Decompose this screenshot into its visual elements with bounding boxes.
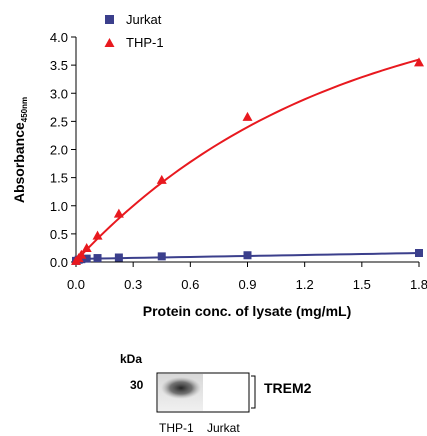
y-tick-label: 0.0: [50, 255, 68, 270]
y-tick-label: 2.0: [50, 143, 68, 158]
data-point-thp1: [92, 230, 103, 240]
data-point-jurkat: [243, 251, 252, 260]
blot-kda-label: kDa: [120, 352, 142, 366]
legend-label-thp1: THP-1: [126, 35, 164, 50]
y-axis-label: Absorbance450nm: [11, 97, 29, 203]
x-tick-label: 1.5: [353, 277, 371, 292]
y-axis-label-subscript: 450nm: [20, 97, 29, 122]
legend-marker-jurkat: [105, 15, 114, 24]
data-point-jurkat: [93, 254, 102, 263]
x-axis-label: Protein conc. of lysate (mg/mL): [143, 303, 351, 319]
data-point-thp1: [242, 111, 253, 121]
data-point-thp1: [414, 57, 424, 67]
series-line-thp1: [75, 58, 420, 262]
legend-marker-thp1: [104, 38, 115, 47]
y-tick-label: 2.5: [50, 114, 68, 129]
y-tick-label: 4.0: [50, 30, 68, 45]
data-point-thp1: [156, 174, 167, 184]
x-tick-label: 1.8: [410, 277, 427, 292]
blot-band-label: TREM2: [264, 380, 312, 396]
legend-label-jurkat: Jurkat: [126, 12, 162, 27]
blot-band-bracket: [251, 375, 256, 409]
data-point-jurkat: [82, 254, 91, 263]
x-tick-label: 0.6: [181, 277, 199, 292]
western-blot: kDa 30 TREM2 THP-1 Jurkat: [120, 352, 312, 435]
data-point-thp1: [113, 208, 124, 218]
x-tick-label: 0.9: [238, 277, 256, 292]
y-tick-label: 1.5: [50, 171, 68, 186]
blot-lane-label-jurkat: Jurkat: [207, 421, 240, 435]
blot-band-thp1: [161, 377, 201, 399]
y-tick-label: 0.5: [50, 227, 68, 242]
x-tick-label: 0.3: [124, 277, 142, 292]
data-point-jurkat: [157, 252, 166, 261]
y-tick-label: 3.0: [50, 86, 68, 101]
data-point-thp1: [81, 242, 92, 252]
y-tick-label: 3.5: [50, 58, 68, 73]
y-axis-label-main: Absorbance: [11, 122, 27, 203]
data-point-thp1: [76, 249, 87, 259]
data-point-jurkat: [114, 253, 123, 262]
data-point-jurkat: [415, 249, 423, 257]
blot-lane-label-thp1: THP-1: [159, 421, 194, 435]
legend: Jurkat THP-1: [104, 12, 164, 50]
x-tick-label: 1.2: [296, 277, 314, 292]
x-tick-label: 0.0: [67, 277, 85, 292]
y-tick-label: 1.0: [50, 199, 68, 214]
blot-marker-30: 30: [130, 378, 144, 392]
